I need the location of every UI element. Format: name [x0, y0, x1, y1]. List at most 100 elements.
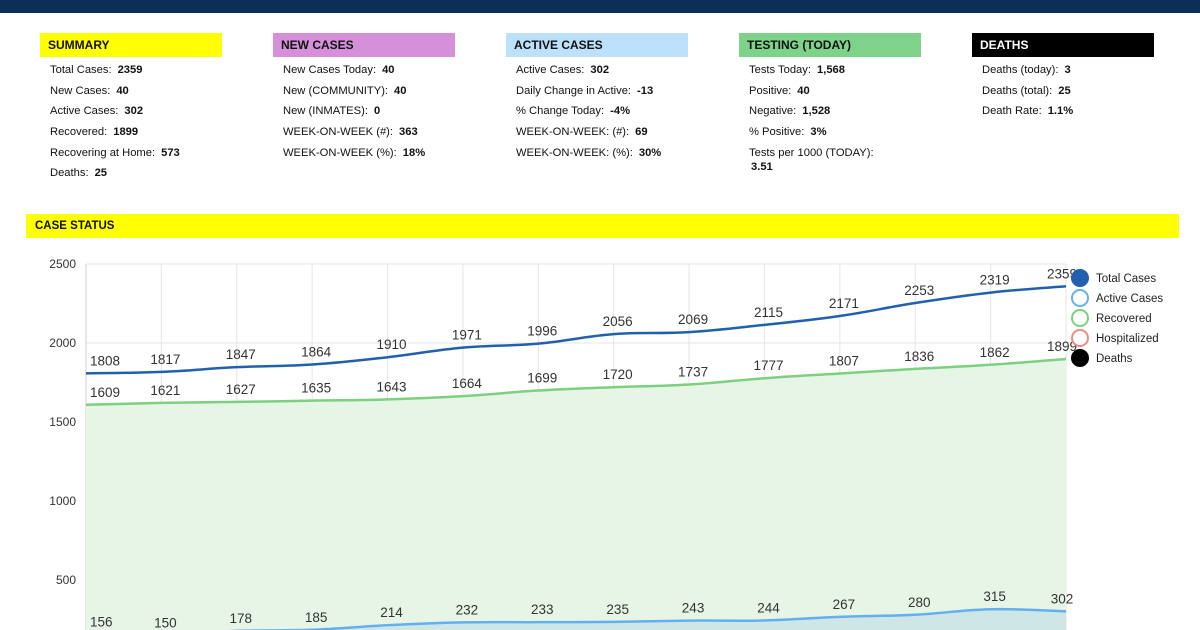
- stat-label: New (COMMUNITY):: [283, 84, 389, 97]
- testing-header: TESTING (TODAY): [739, 33, 921, 57]
- top-banner: [0, 0, 1200, 13]
- total-cases-data-label: 2253: [904, 283, 934, 298]
- total-cases-data-label: 1808: [90, 353, 120, 368]
- active-cases-data-label: 156: [90, 614, 113, 629]
- stat-value: 69: [635, 126, 648, 139]
- case-status-header: CASE STATUS: [26, 214, 1179, 238]
- total-cases-line: [85, 285, 1067, 375]
- active-cases-data-label: 267: [833, 597, 856, 612]
- legend-marker: [1071, 289, 1089, 307]
- active-cases-data-label: 280: [908, 595, 931, 610]
- stat-row: Deaths (today): 3: [982, 63, 1154, 84]
- stat-label: % Change Today:: [516, 105, 605, 118]
- stat-value: 3.51: [751, 160, 773, 173]
- stat-label: Recovering at Home:: [50, 146, 156, 159]
- active-cases-data-label: 244: [757, 600, 780, 615]
- total-cases-data-label: 2171: [829, 296, 859, 311]
- stat-value: 1,528: [802, 105, 831, 118]
- y-tick-label: 1000: [49, 494, 76, 508]
- recovered-data-label: 1777: [753, 358, 783, 373]
- y-tick-label: 2500: [49, 257, 76, 271]
- stat-label: WEEK-ON-WEEK (#):: [283, 126, 394, 139]
- active-cases-data-label: 243: [682, 601, 705, 616]
- stat-value: 40: [116, 84, 129, 97]
- stat-value: 3: [1064, 64, 1071, 76]
- legend-marker: [1071, 349, 1089, 367]
- stat-row: Active Cases: 302: [516, 63, 688, 84]
- stat-value: 30%: [638, 146, 662, 159]
- stat-label: Deaths (today):: [982, 64, 1059, 76]
- stat-row: % Positive: 3%: [749, 125, 921, 146]
- stat-label: New Cases:: [50, 84, 111, 97]
- recovered-data-label: 1627: [226, 382, 256, 397]
- new-cases-header: NEW CASES: [273, 33, 455, 57]
- stat-row: WEEK-ON-WEEK: (#): 69: [516, 125, 688, 146]
- stat-label: Negative:: [749, 105, 797, 118]
- total-cases-data-label: 1971: [452, 328, 482, 343]
- stat-value: 40: [394, 84, 407, 97]
- stat-row: Positive: 40: [749, 84, 921, 105]
- active-cases-data-label: 233: [531, 602, 554, 617]
- recovered-data-label: 1635: [301, 381, 331, 396]
- active-cases-data-label: 214: [380, 605, 403, 620]
- recovered-data-label: 1643: [377, 379, 407, 394]
- stat-value: 40: [382, 64, 395, 76]
- stat-row: Recovering at Home: 573: [50, 146, 222, 167]
- total-cases-data-label: 1864: [301, 344, 332, 359]
- legend-label: Deaths: [1096, 353, 1133, 365]
- stat-value: 25: [94, 167, 108, 180]
- y-tick-label: 1500: [49, 415, 76, 429]
- recovered-data-label: 1609: [90, 385, 120, 400]
- active-cases-line: [228, 607, 1067, 630]
- active-cases-panel: ACTIVE CASES Active Cases: 302 Daily Change…: [506, 33, 688, 166]
- case-status-chart: 500 1000 1500 2000 2500 1808 1817 1847 1864 1910 1…: [49, 257, 1163, 630]
- stat-row: New Cases: 40: [50, 84, 222, 105]
- stat-value: 1899: [113, 126, 139, 139]
- y-tick-label: 2000: [49, 336, 76, 350]
- stat-value: 363: [399, 126, 418, 139]
- legend-marker: [1071, 329, 1089, 347]
- y-tick-label: 500: [56, 573, 76, 587]
- active-cases-data-label: 315: [983, 589, 1006, 604]
- active-cases-data-label: 302: [1051, 591, 1074, 606]
- total-cases-data-label: 2056: [603, 314, 633, 329]
- stat-value: 1.1%: [1047, 105, 1074, 118]
- legend-label: Active Cases: [1096, 293, 1163, 305]
- recovered-line: [85, 357, 1067, 407]
- testing-panel: TESTING (TODAY) Tests Today: 1,568 Positive…: [739, 33, 921, 173]
- stat-row: Deaths: 25: [50, 166, 222, 187]
- total-cases-data-label: 2359: [1047, 266, 1077, 281]
- legend-marker: [1071, 269, 1089, 287]
- stat-value: 573: [161, 146, 180, 159]
- recovered-data-label: 1737: [678, 365, 708, 380]
- recovered-area: [86, 358, 1066, 630]
- active-cases-data-label: 185: [305, 610, 328, 625]
- recovered-data-label: 1862: [980, 345, 1010, 360]
- active-cases-area: [86, 609, 1066, 630]
- legend-label: Total Cases: [1096, 273, 1156, 285]
- stat-row: Daily Change in Active: -13: [516, 84, 688, 105]
- active-cases-header: ACTIVE CASES: [506, 33, 688, 57]
- total-cases-data-label: 2069: [678, 312, 708, 327]
- stat-row: New (INMATES): 0: [283, 104, 455, 125]
- stat-label: WEEK-ON-WEEK: (%):: [516, 146, 633, 159]
- stat-label: Tests Today:: [749, 64, 811, 76]
- stat-value: 3%: [810, 126, 827, 139]
- total-cases-data-label: 1910: [377, 337, 407, 352]
- stat-row: WEEK-ON-WEEK (%): 18%: [283, 146, 455, 167]
- stat-label: Death Rate:: [982, 105, 1042, 118]
- stat-label: Active Cases:: [516, 64, 585, 76]
- stat-value: 40: [797, 84, 810, 97]
- summary-panel: SUMMARY Total Cases: 2359 New Cases: 40 Activ…: [40, 33, 222, 187]
- stat-label: Positive:: [749, 84, 792, 97]
- stat-label: % Positive:: [749, 126, 805, 139]
- new-cases-panel: NEW CASES New Cases Today: 40 New (COMMUNIT…: [273, 33, 455, 166]
- recovered-data-label: 1720: [603, 367, 633, 382]
- stat-value: 0: [373, 105, 381, 118]
- stat-row: WEEK-ON-WEEK (#): 363: [283, 125, 455, 146]
- deaths-panel: DEATHS Deaths (today): 3 Deaths (total): 25 D…: [972, 33, 1154, 125]
- active-cases-data-label: 150: [154, 615, 177, 630]
- stat-row: New Cases Today: 40: [283, 63, 455, 84]
- stat-value: 302: [590, 64, 610, 76]
- stat-label: Deaths (total):: [982, 84, 1053, 97]
